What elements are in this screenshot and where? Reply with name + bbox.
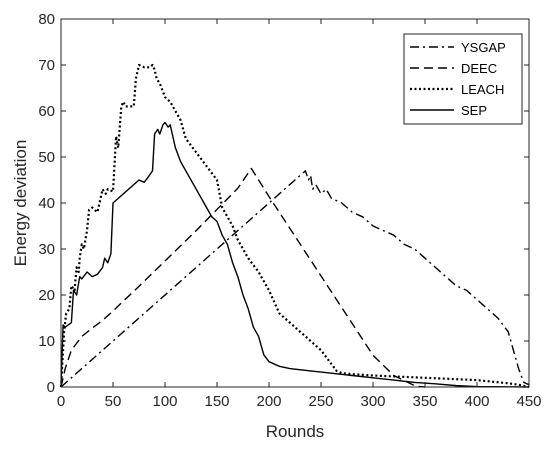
x-tick-label: 250	[308, 393, 333, 410]
series-line-deec	[60, 167, 426, 388]
y-tick-label: 10	[38, 333, 55, 350]
legend-label-leach: LEACH	[461, 82, 504, 97]
x-tick-label: 100	[152, 393, 177, 410]
x-tick-label: 450	[516, 393, 541, 410]
legend-label-sep: SEP	[461, 103, 487, 118]
x-tick-label: 300	[360, 393, 385, 410]
y-tick-label: 50	[38, 149, 55, 166]
x-tick-label: 150	[204, 393, 229, 410]
y-tick-label: 20	[38, 287, 55, 304]
x-tick-label: 0	[57, 393, 65, 410]
y-tick-label: 60	[38, 103, 55, 120]
legend-box	[403, 33, 523, 125]
y-tick-label: 30	[38, 241, 55, 258]
legend-label-deec: DEEC	[461, 61, 497, 76]
x-tick-label: 200	[256, 393, 281, 410]
y-tick-label: 80	[38, 11, 55, 28]
legend-label-ysgap: YSGAP	[461, 40, 506, 55]
y-tick-label: 40	[38, 195, 55, 212]
y-axis-label: Energy deviation	[11, 140, 30, 267]
legend: YSGAP DEEC LEACH SEP	[403, 33, 523, 125]
y-tick-label: 70	[38, 57, 55, 74]
y-tick-label: 0	[47, 379, 55, 396]
series-line-sep	[60, 121, 530, 388]
x-tick-label: 400	[464, 393, 489, 410]
x-tick-label: 350	[412, 393, 437, 410]
x-axis-label: Rounds	[266, 422, 325, 441]
x-tick-label: 50	[105, 393, 122, 410]
